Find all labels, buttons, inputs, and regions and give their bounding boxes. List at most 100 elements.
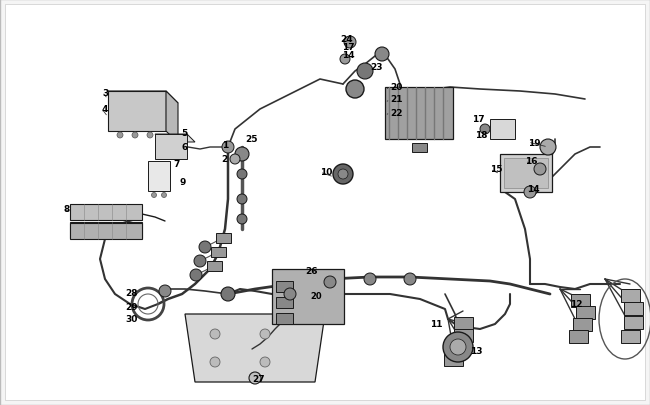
Text: 8: 8	[64, 205, 70, 214]
Polygon shape	[155, 135, 195, 143]
Circle shape	[443, 332, 473, 362]
Bar	[504, 159, 548, 189]
Circle shape	[344, 37, 356, 49]
Text: 17: 17	[472, 115, 485, 124]
Text: 11: 11	[430, 320, 443, 329]
FancyBboxPatch shape	[571, 294, 590, 307]
FancyBboxPatch shape	[454, 329, 473, 342]
Text: 17: 17	[343, 43, 355, 52]
Circle shape	[210, 329, 220, 339]
Circle shape	[524, 187, 536, 198]
Text: 24: 24	[340, 35, 352, 45]
Circle shape	[340, 55, 350, 65]
Text: 9: 9	[179, 178, 186, 187]
Text: 29: 29	[125, 303, 138, 312]
Text: 4: 4	[102, 105, 109, 114]
FancyBboxPatch shape	[216, 233, 231, 243]
Text: 16: 16	[525, 157, 538, 166]
Circle shape	[161, 193, 166, 198]
FancyBboxPatch shape	[276, 313, 292, 324]
Circle shape	[235, 148, 249, 162]
Text: 25: 25	[245, 135, 257, 144]
Text: 13: 13	[470, 347, 482, 356]
Text: 26: 26	[305, 267, 317, 276]
Circle shape	[284, 288, 296, 300]
Text: 21: 21	[390, 95, 402, 104]
Polygon shape	[166, 92, 178, 144]
FancyBboxPatch shape	[575, 306, 595, 319]
FancyBboxPatch shape	[621, 289, 640, 302]
Circle shape	[480, 125, 490, 135]
Circle shape	[260, 329, 270, 339]
FancyBboxPatch shape	[207, 261, 222, 271]
FancyBboxPatch shape	[411, 143, 426, 152]
FancyBboxPatch shape	[276, 281, 292, 292]
Circle shape	[338, 170, 348, 179]
Circle shape	[534, 164, 546, 175]
Circle shape	[450, 339, 466, 355]
FancyBboxPatch shape	[211, 247, 226, 257]
Circle shape	[237, 215, 247, 224]
Text: 20: 20	[390, 83, 402, 92]
Circle shape	[540, 140, 556, 156]
Text: 6: 6	[182, 143, 188, 152]
Polygon shape	[490, 120, 515, 140]
Text: 22: 22	[390, 108, 402, 117]
Circle shape	[404, 273, 416, 285]
Circle shape	[364, 273, 376, 285]
Text: 19: 19	[528, 138, 541, 147]
Text: 23: 23	[370, 63, 382, 72]
Bar	[70, 205, 142, 220]
Circle shape	[117, 133, 123, 139]
FancyBboxPatch shape	[573, 318, 592, 331]
Text: 18: 18	[475, 131, 488, 140]
Text: 20: 20	[310, 292, 322, 301]
Circle shape	[222, 142, 234, 153]
Circle shape	[346, 81, 364, 99]
Circle shape	[210, 357, 220, 367]
Circle shape	[375, 48, 389, 62]
Bar	[70, 224, 142, 239]
Circle shape	[194, 256, 206, 267]
Text: 30: 30	[125, 315, 137, 324]
FancyBboxPatch shape	[448, 341, 467, 354]
Circle shape	[357, 64, 373, 80]
Circle shape	[147, 133, 153, 139]
Circle shape	[260, 357, 270, 367]
Text: 14: 14	[342, 51, 355, 60]
Polygon shape	[155, 135, 187, 160]
Circle shape	[237, 194, 247, 205]
Text: 5: 5	[182, 128, 188, 137]
FancyBboxPatch shape	[276, 297, 292, 308]
Text: 15: 15	[490, 165, 502, 174]
Bar	[500, 155, 552, 192]
Circle shape	[132, 133, 138, 139]
Polygon shape	[185, 314, 325, 382]
Polygon shape	[108, 92, 166, 132]
Circle shape	[221, 287, 235, 301]
Text: 7: 7	[174, 160, 180, 169]
Text: 14: 14	[527, 185, 540, 194]
Bar	[385, 88, 453, 140]
Circle shape	[230, 155, 240, 164]
Circle shape	[159, 285, 171, 297]
Circle shape	[190, 269, 202, 281]
Circle shape	[333, 164, 353, 185]
Circle shape	[324, 276, 336, 288]
Bar	[148, 162, 170, 192]
Circle shape	[249, 372, 261, 384]
Text: 27: 27	[252, 375, 265, 384]
Bar	[70, 222, 142, 239]
Text: 1: 1	[222, 140, 228, 149]
Text: 3: 3	[102, 88, 109, 97]
FancyBboxPatch shape	[623, 316, 642, 329]
Text: 28: 28	[125, 289, 138, 298]
Text: 2: 2	[222, 155, 228, 164]
Circle shape	[151, 193, 157, 198]
Circle shape	[237, 170, 247, 179]
Bar	[272, 269, 344, 324]
Polygon shape	[108, 92, 178, 104]
FancyBboxPatch shape	[569, 330, 588, 343]
Text: 12: 12	[570, 300, 582, 309]
FancyBboxPatch shape	[621, 330, 640, 343]
